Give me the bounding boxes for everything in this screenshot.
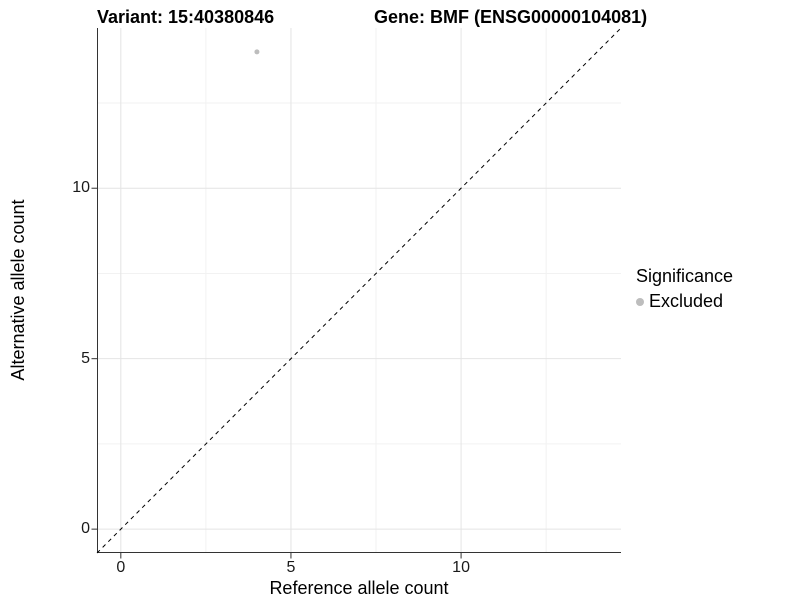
legend-entries: Excluded (636, 291, 733, 312)
y-axis-title: Alternative allele count (8, 199, 28, 381)
legend-title: Significance (636, 266, 734, 286)
plot-title-variant: Variant: 15:40380846 (97, 7, 275, 27)
legend-key-dot-icon (636, 297, 644, 306)
legend-entry-label: Excluded (649, 291, 724, 311)
plot-panel (91, 27, 622, 559)
y-tick-label: 10 (72, 179, 90, 197)
scatter-plot-canvas (91, 27, 622, 559)
legend: Significance Excluded (636, 266, 733, 312)
plot-title-gene: Gene: BMF (ENSG00000104081) (374, 7, 648, 27)
y-tick-label: 5 (81, 349, 90, 367)
legend-entry: Excluded (636, 291, 733, 312)
x-tick-label: 10 (452, 559, 470, 576)
x-tick-label: 5 (286, 559, 296, 576)
x-tick-label: 0 (116, 559, 126, 576)
data-point (254, 49, 260, 55)
y-tick-label: 0 (81, 520, 90, 538)
identity-line (96, 27, 622, 554)
x-axis-title: Reference allele count (269, 578, 449, 598)
